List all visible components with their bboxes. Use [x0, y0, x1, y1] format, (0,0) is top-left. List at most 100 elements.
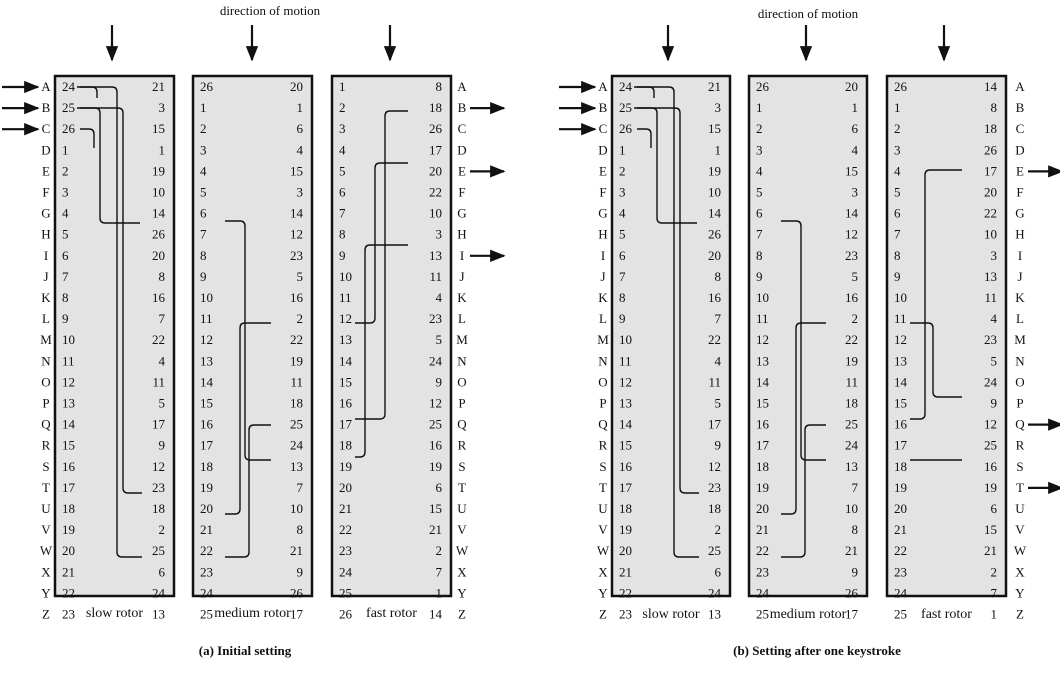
letter-left-H: H [598, 227, 607, 242]
rotor-left-value: 25 [619, 100, 632, 115]
rotor-right-value: 13 [984, 269, 997, 284]
rotor-left-value: 7 [200, 227, 207, 242]
panel-b [559, 25, 1060, 598]
rotor-right-value: 12 [152, 459, 165, 474]
rotor-left-value: 13 [200, 353, 213, 368]
rotor-left-value: 16 [619, 459, 633, 474]
letter-right-V: V [457, 522, 467, 537]
letter-left-W: W [597, 543, 610, 558]
wire [910, 169, 962, 420]
rotor-left-value: 18 [339, 438, 352, 453]
rotor-right-value: 19 [708, 163, 721, 178]
rotor-right-value: 26 [984, 142, 998, 157]
rotor-right-value: 7 [852, 480, 859, 495]
rotor-left-value: 9 [756, 269, 763, 284]
rotor-right-value: 23 [984, 332, 997, 347]
rotor-right-value: 25 [708, 543, 721, 558]
letter-left-T: T [599, 480, 607, 495]
letter-right-R: R [458, 438, 467, 453]
letter-left-G: G [598, 206, 607, 221]
rotor-left-value: 2 [619, 163, 626, 178]
rotor-left-value: 16 [62, 459, 76, 474]
rotor-left-value: 20 [200, 501, 213, 516]
rotor-left-value: 26 [894, 79, 908, 94]
rotor-right-value: 25 [845, 417, 858, 432]
rotor-left-value: 19 [756, 480, 769, 495]
wire [634, 86, 699, 558]
wire [781, 424, 826, 558]
rotor-right-value: 5 [991, 353, 998, 368]
rotor-left-value: 2 [756, 121, 763, 136]
wire [634, 107, 699, 494]
rotor-left-value: 23 [756, 564, 769, 579]
letter-right-Y: Y [457, 585, 467, 600]
rotor-right-value: 16 [429, 438, 443, 453]
letter-left-Q: Q [41, 417, 51, 432]
letter-right-D: D [1015, 142, 1024, 157]
rotor-left-value: 15 [756, 396, 769, 411]
rotor-left-value: 8 [756, 248, 763, 263]
letter-left-H: H [41, 227, 50, 242]
rotor-right-value: 9 [436, 374, 443, 389]
rotor-left-value: 13 [894, 353, 907, 368]
rotor-right-value: 12 [984, 417, 997, 432]
letter-right-C: C [1016, 121, 1025, 136]
rotor-right-value: 14 [845, 206, 859, 221]
letter-left-B: B [42, 100, 51, 115]
rotor-caption: slow rotor [642, 607, 700, 622]
rotor-left-value: 7 [619, 269, 626, 284]
rotor-right-value: 8 [297, 522, 304, 537]
rotor-right-value: 9 [852, 564, 859, 579]
rotor-left-value: 10 [619, 332, 632, 347]
letter-right-T: T [1016, 480, 1024, 495]
rotor-left-value: 20 [619, 543, 632, 558]
letter-right-K: K [457, 290, 467, 305]
rotor-left-value: 18 [62, 501, 75, 516]
rotor-right-value: 18 [152, 501, 165, 516]
letter-left-O: O [41, 374, 50, 389]
rotor-left-value: 24 [62, 79, 76, 94]
letter-right-P: P [458, 396, 465, 411]
rotor-right-value: 11 [708, 374, 721, 389]
rotor-right-value: 8 [991, 100, 998, 115]
rotor-right-value: 14 [290, 206, 304, 221]
rotor-right-value: 12 [845, 227, 858, 242]
rotor-left-value: 6 [339, 185, 346, 200]
rotor-left-value: 10 [200, 290, 213, 305]
rotor-left-value: 17 [756, 438, 770, 453]
rotor-left-value: 26 [756, 79, 770, 94]
rotor-right-value: 19 [290, 353, 303, 368]
letter-left-D: D [598, 142, 607, 157]
letter-left-L: L [42, 311, 50, 326]
letter-left-A: A [598, 79, 608, 94]
rotor-left-value: 11 [62, 353, 75, 368]
rotor-right-value: 26 [845, 585, 859, 600]
rotor-right-value: 2 [991, 564, 998, 579]
rotor-right-value: 13 [429, 248, 442, 263]
rotor-right-value: 7 [436, 564, 443, 579]
wire [80, 128, 95, 148]
rotor-left-value: 26 [62, 121, 76, 136]
rotor-left-value: 11 [756, 311, 769, 326]
letter-left-Y: Y [598, 585, 608, 600]
letter-left-Z: Z [42, 607, 50, 622]
rotor-left-value: 17 [894, 438, 908, 453]
rotor-right-value: 16 [290, 290, 304, 305]
rotor-left-value: 4 [200, 163, 207, 178]
rotor-right-value: 15 [984, 522, 997, 537]
rotor-left-value: 10 [62, 332, 75, 347]
rotor-left-value: 8 [339, 227, 346, 242]
rotor-left-value: 19 [339, 459, 352, 474]
rotor-right-value: 24 [152, 585, 166, 600]
letter-left-I: I [44, 248, 48, 263]
rotor-right-value: 14 [708, 206, 722, 221]
rotor-fast-rotor [885, 74, 1008, 598]
rotor-left-value: 23 [200, 564, 213, 579]
wire [910, 322, 962, 398]
letter-left-I: I [601, 248, 605, 263]
rotor-left-value: 25 [756, 607, 769, 622]
rotor-left-value: 14 [894, 374, 908, 389]
wire [355, 244, 408, 458]
letter-right-F: F [1016, 185, 1023, 200]
rotor-left-value: 13 [339, 332, 352, 347]
